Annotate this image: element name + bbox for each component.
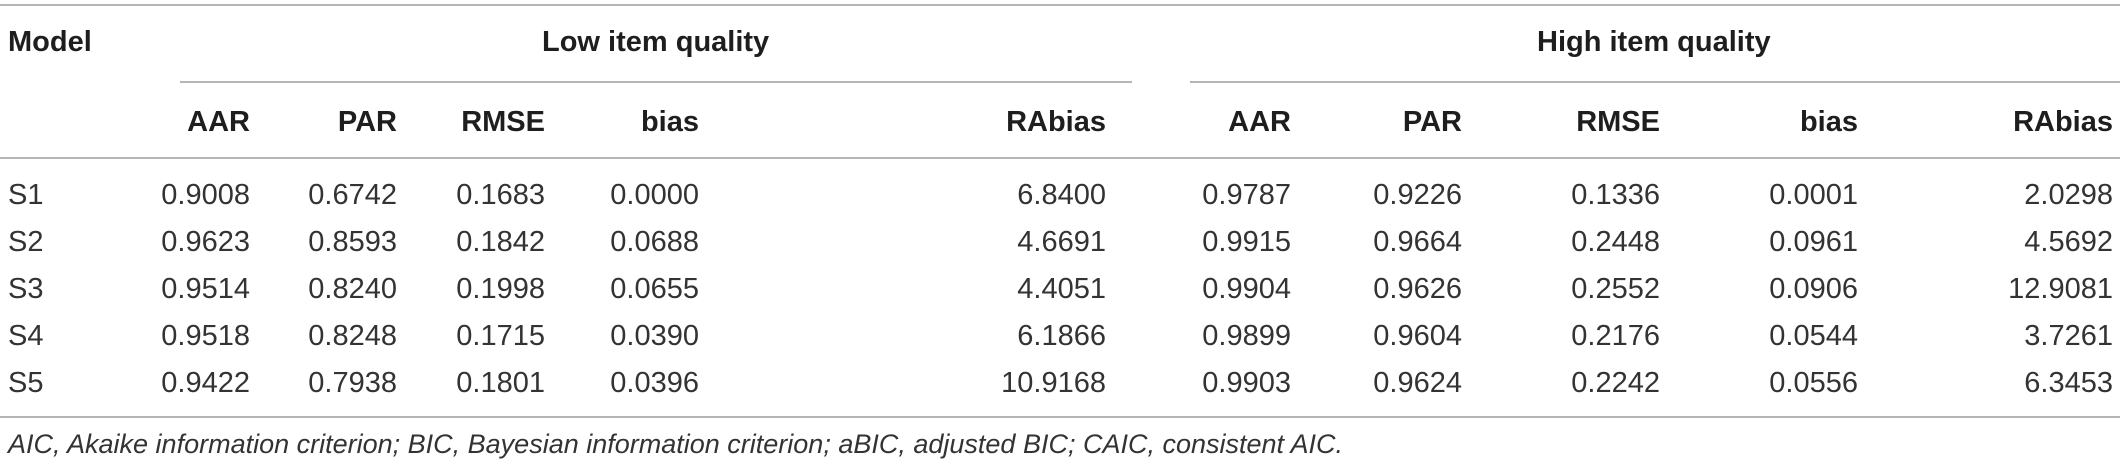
value-cell: 0.1683	[456, 179, 545, 211]
value-cell: 0.1801	[456, 367, 545, 399]
table-footnote: AIC, Akaike information criterion; BIC, …	[8, 429, 1344, 459]
value-cell: 0.6742	[308, 179, 397, 211]
value-cell: 0.9514	[161, 273, 250, 305]
value-cell: 0.9903	[1202, 367, 1291, 399]
column-header-rmse: RMSE	[461, 106, 545, 138]
value-cell: 0.0655	[610, 273, 699, 305]
value-cell: 10.9168	[1001, 367, 1106, 399]
column-header-bias: bias	[640, 106, 699, 138]
value-cell: 0.2242	[1571, 367, 1660, 399]
model-cell: S5	[8, 367, 44, 399]
value-cell: 0.0906	[1769, 273, 1858, 305]
model-cell: S3	[8, 273, 44, 305]
value-cell: 3.7261	[2024, 320, 2113, 352]
column-header-rmse: RMSE	[1576, 106, 1660, 138]
model-column-header: Model	[8, 26, 92, 58]
value-cell: 0.1715	[456, 320, 545, 352]
table-bottom-rule	[0, 416, 2120, 418]
value-cell: 0.1998	[456, 273, 545, 305]
value-cell: 0.0000	[610, 179, 699, 211]
column-header-par: PAR	[1402, 106, 1462, 138]
value-cell: 4.5692	[2024, 226, 2113, 258]
value-cell: 6.3453	[2024, 367, 2113, 399]
value-cell: 0.0961	[1769, 226, 1858, 258]
model-cell: S4	[8, 320, 44, 352]
value-cell: 0.9008	[161, 179, 250, 211]
value-cell: 4.6691	[1017, 226, 1106, 258]
value-cell: 0.9623	[161, 226, 250, 258]
value-cell: 0.2552	[1571, 273, 1660, 305]
column-header-aar: AAR	[187, 106, 250, 138]
column-header-par: PAR	[337, 106, 397, 138]
value-cell: 0.9422	[161, 367, 250, 399]
high-item-quality-header: High item quality	[1537, 26, 1771, 58]
value-cell: 6.8400	[1017, 179, 1106, 211]
value-cell: 0.7938	[308, 367, 397, 399]
column-header-rabias: RAbias	[2013, 106, 2113, 138]
value-cell: 4.4051	[1017, 273, 1106, 305]
value-cell: 0.8248	[308, 320, 397, 352]
value-cell: 0.0396	[610, 367, 699, 399]
value-cell: 0.1336	[1571, 179, 1660, 211]
value-cell: 0.0688	[610, 226, 699, 258]
header-bottom-rule	[0, 157, 2120, 159]
value-cell: 0.2176	[1571, 320, 1660, 352]
value-cell: 0.9915	[1202, 226, 1291, 258]
value-cell: 0.2448	[1571, 226, 1660, 258]
column-header-aar: AAR	[1228, 106, 1291, 138]
high-quality-group-rule	[1190, 81, 2120, 83]
value-cell: 12.9081	[2008, 273, 2113, 305]
value-cell: 0.0001	[1769, 179, 1858, 211]
column-header-bias: bias	[1799, 106, 1858, 138]
value-cell: 0.8240	[308, 273, 397, 305]
model-cell: S2	[8, 226, 44, 258]
value-cell: 0.9899	[1202, 320, 1291, 352]
low-quality-group-rule	[180, 81, 1132, 83]
value-cell: 0.9226	[1373, 179, 1462, 211]
value-cell: 0.9518	[161, 320, 250, 352]
value-cell: 0.9664	[1373, 226, 1462, 258]
value-cell: 0.8593	[308, 226, 397, 258]
value-cell: 0.9787	[1202, 179, 1291, 211]
model-cell: S1	[8, 179, 44, 211]
value-cell: 0.0544	[1769, 320, 1858, 352]
value-cell: 0.9624	[1373, 367, 1462, 399]
value-cell: 0.0556	[1769, 367, 1858, 399]
value-cell: 0.1842	[456, 226, 545, 258]
low-item-quality-header: Low item quality	[542, 26, 770, 58]
value-cell: 2.0298	[2024, 179, 2113, 211]
value-cell: 0.0390	[610, 320, 699, 352]
value-cell: 6.1866	[1017, 320, 1106, 352]
value-cell: 0.9604	[1373, 320, 1462, 352]
column-header-rabias: RAbias	[1006, 106, 1106, 138]
value-cell: 0.9904	[1202, 273, 1291, 305]
value-cell: 0.9626	[1373, 273, 1462, 305]
top-rule	[0, 4, 2120, 6]
